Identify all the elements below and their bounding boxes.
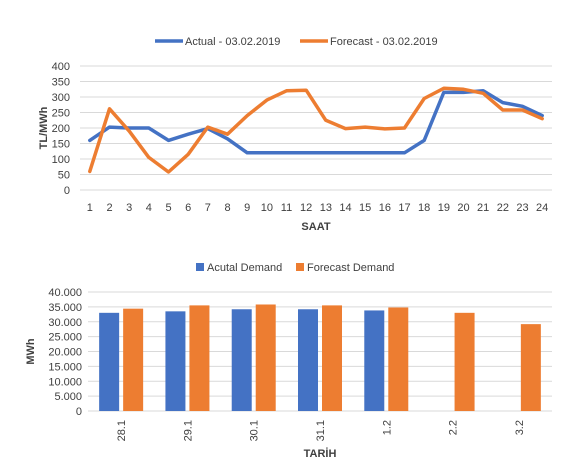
- bar-x-tick-label: 29.1: [182, 420, 194, 441]
- bar-forecast-28.1: [123, 308, 144, 411]
- line-legend-label: Forecast - 03.02.2019: [330, 36, 438, 48]
- line-x-tick-label: 1: [87, 202, 93, 214]
- line-y-tick-label: 150: [52, 139, 70, 151]
- line-x-tick-label: 4: [146, 202, 152, 214]
- line-x-tick-label: 22: [497, 202, 509, 214]
- line-y-tick-label: 250: [52, 108, 70, 120]
- line-y-tick-label: 200: [52, 123, 70, 135]
- bar-y-tick-label: 5.000: [54, 391, 82, 403]
- line-x-tick-label: 2: [106, 202, 112, 214]
- bar-forecast-29.1: [189, 305, 210, 411]
- bar-actual-1.2: [364, 310, 385, 411]
- bar-y-tick-label: 40.000: [48, 287, 82, 299]
- line-series-forecast: [88, 86, 544, 174]
- line-x-tick-label: 18: [418, 202, 430, 214]
- bar-x-axis-title: TARİH: [304, 447, 337, 460]
- bar-actual-29.1: [165, 311, 186, 411]
- bar-x-tick-label: 3.2: [514, 420, 526, 435]
- bar-x-tick-label: 28.1: [116, 420, 128, 441]
- bar-actual-28.1: [99, 312, 120, 411]
- line-x-tick-label: 17: [398, 202, 410, 214]
- line-y-tick-label: 0: [64, 185, 70, 197]
- line-x-tick-label: 14: [339, 202, 351, 214]
- bar-y-tick-label: 25.000: [48, 332, 82, 344]
- line-x-tick-label: 15: [359, 202, 371, 214]
- bar-forecast-3.2: [520, 324, 541, 411]
- line-x-tick-label: 12: [300, 202, 312, 214]
- bar-forecast-30.1: [255, 304, 276, 411]
- bar-y-tick-label: 20.000: [48, 347, 82, 359]
- bar-legend-label: Forecast Demand: [307, 262, 394, 274]
- bar-y-tick-label: 15.000: [48, 361, 82, 373]
- bar-y-axis-title: MWh: [25, 338, 37, 365]
- line-x-tick-label: 23: [516, 202, 528, 214]
- line-y-tick-label: 300: [52, 92, 70, 104]
- line-x-tick-label: 20: [457, 202, 469, 214]
- bar-y-tick-label: 0: [76, 406, 82, 418]
- line-legend-label: Actual - 03.02.2019: [185, 36, 280, 48]
- line-x-tick-label: 11: [281, 202, 292, 214]
- bar-actual-30.1: [231, 309, 252, 411]
- line-x-tick-label: 13: [320, 202, 332, 214]
- bar-y-tick-label: 35.000: [48, 302, 82, 314]
- bar-actual-31.1: [298, 309, 318, 411]
- line-x-tick-label: 6: [185, 202, 191, 214]
- bar-legend-label: Acutal Demand: [207, 262, 282, 274]
- line-y-tick-label: 50: [58, 170, 70, 182]
- bar-chart: 0 5.000 10.000 15.000 20.000 25.000 30.000 35.0…: [25, 262, 552, 460]
- bar-legend-swatch: [196, 263, 204, 271]
- bar-y-tick-label: 30.000: [48, 317, 82, 329]
- line-x-tick-label: 7: [205, 202, 211, 214]
- bar-forecast-2.2: [454, 312, 475, 411]
- line-y-tick-label: 350: [52, 77, 70, 89]
- bar-legend-swatch: [296, 263, 304, 271]
- line-series-actual: [88, 89, 544, 155]
- line-x-axis-title: SAAT: [301, 221, 330, 233]
- bar-x-tick-label: 31.1: [315, 420, 327, 441]
- line-x-tick-label: 21: [477, 202, 489, 214]
- bar-forecast-31.1: [322, 305, 342, 411]
- line-x-tick-label: 9: [244, 202, 250, 214]
- line-x-tick-label: 5: [165, 202, 171, 214]
- bar-x-tick-label: 2.2: [448, 420, 460, 435]
- line-y-tick-label: 100: [52, 154, 70, 166]
- bar-x-tick-label: 1.2: [381, 420, 393, 435]
- bar-forecast-1.2: [388, 307, 409, 411]
- line-x-tick-label: 16: [379, 202, 391, 214]
- line-x-tick-label: 8: [224, 202, 230, 214]
- line-x-tick-label: 3: [126, 202, 132, 214]
- bar-y-tick-label: 10.000: [48, 376, 82, 388]
- line-y-axis-title: TL/MWh: [38, 106, 50, 149]
- line-x-tick-label: 10: [261, 202, 273, 214]
- line-x-tick-label: 24: [536, 202, 548, 214]
- line-y-tick-label: 400: [52, 61, 70, 73]
- bar-x-tick-label: 30.1: [249, 420, 261, 441]
- line-x-tick-label: 19: [438, 202, 450, 214]
